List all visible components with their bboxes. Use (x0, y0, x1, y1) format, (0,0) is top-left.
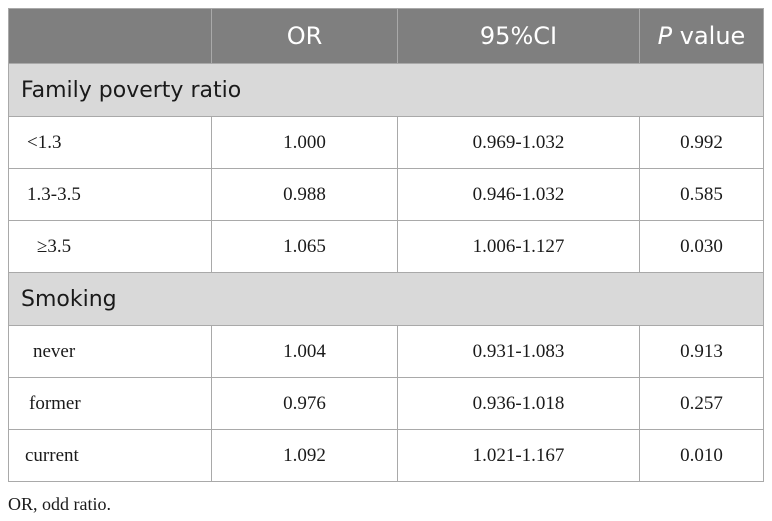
table-row: 1.3-3.5 0.988 0.946-1.032 0.585 (8, 168, 764, 221)
row-p: 0.010 (639, 429, 764, 482)
header-row: OR 95%CI P value (8, 8, 764, 64)
row-or: 1.000 (211, 116, 398, 169)
row-p: 0.030 (639, 220, 764, 273)
table-row: current 1.092 1.021-1.167 0.010 (8, 429, 764, 482)
row-label: former (8, 377, 212, 430)
row-ci: 0.936-1.018 (397, 377, 640, 430)
row-p: 0.992 (639, 116, 764, 169)
row-label: ≥3.5 (8, 220, 212, 273)
row-label: current (8, 429, 212, 482)
row-label: 1.3-3.5 (8, 168, 212, 221)
row-or: 1.065 (211, 220, 398, 273)
header-p-italic: P (657, 22, 673, 50)
table-row: never 1.004 0.931-1.083 0.913 (8, 325, 764, 378)
row-or: 0.988 (211, 168, 398, 221)
header-ci: 95%CI (397, 8, 640, 64)
row-p: 0.585 (639, 168, 764, 221)
row-or: 1.004 (211, 325, 398, 378)
header-blank (8, 8, 212, 64)
row-label: never (8, 325, 212, 378)
row-ci: 0.946-1.032 (397, 168, 640, 221)
row-or: 0.976 (211, 377, 398, 430)
header-or: OR (211, 8, 398, 64)
section-title: Smoking (8, 272, 764, 326)
table-row: <1.3 1.000 0.969-1.032 0.992 (8, 116, 764, 169)
row-label: <1.3 (8, 116, 212, 169)
row-p: 0.913 (639, 325, 764, 378)
table-footnote: OR, odd ratio. (8, 494, 111, 514)
section-row-poverty: Family poverty ratio (8, 63, 764, 117)
row-ci: 0.969-1.032 (397, 116, 640, 169)
results-table: OR 95%CI P value Family poverty ratio <1… (8, 8, 764, 482)
section-row-smoking: Smoking (8, 272, 764, 326)
header-p-rest: value (672, 22, 746, 50)
row-ci: 1.021-1.167 (397, 429, 640, 482)
section-title: Family poverty ratio (8, 63, 764, 117)
row-ci: 0.931-1.083 (397, 325, 640, 378)
table-row: ≥3.5 1.065 1.006-1.127 0.030 (8, 220, 764, 273)
table-row: former 0.976 0.936-1.018 0.257 (8, 377, 764, 430)
row-p: 0.257 (639, 377, 764, 430)
header-p-value: P value (639, 8, 764, 64)
row-ci: 1.006-1.127 (397, 220, 640, 273)
row-or: 1.092 (211, 429, 398, 482)
